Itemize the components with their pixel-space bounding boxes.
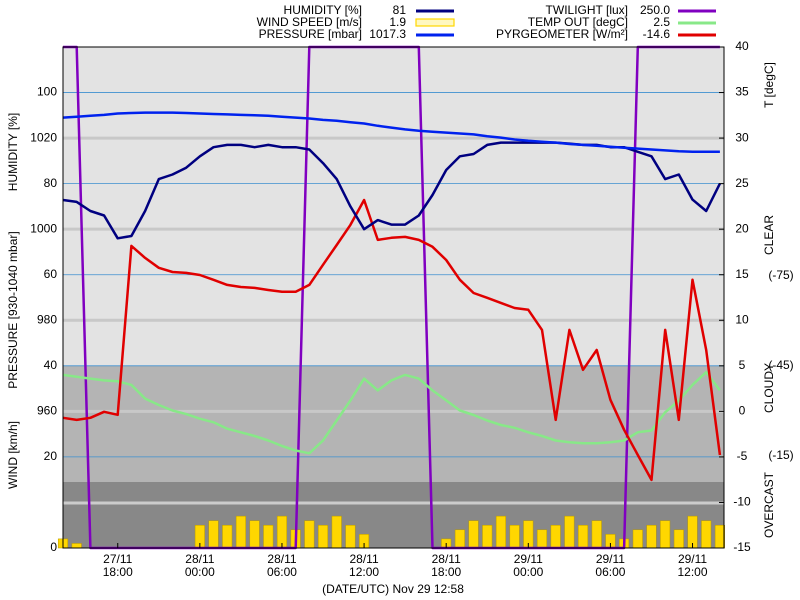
x-axis-title: (DATE/UTC) Nov 29 12:58	[322, 582, 464, 596]
x-tick-label: 28/11 18:00	[431, 552, 461, 579]
legend-label: PYRGEOMETER [W/m²]	[496, 27, 628, 41]
wind-bar	[632, 529, 643, 549]
legend-label: TWILIGHT [lux]	[546, 3, 628, 17]
wind-bar	[345, 524, 356, 549]
axes: 0 20 40 60 80 100 960 980 1000 1020 -15 -10 -5 0 5 10 15…	[30, 39, 793, 579]
y-tick-label: 0	[50, 540, 57, 554]
wind-bar	[564, 515, 575, 549]
y2-tick-label: -15	[733, 540, 751, 554]
wind-bar	[550, 524, 561, 549]
sky-annotation: CLOUDY	[762, 363, 776, 413]
legend-value: 81	[393, 3, 407, 17]
sky-annotation: CLEAR	[762, 215, 776, 255]
wind-bar	[646, 524, 657, 549]
wind-bar	[495, 515, 506, 549]
x-tick-label: 27/11 18:00	[103, 552, 133, 579]
wind-bar	[208, 520, 219, 549]
wind-axis-title: WIND [km/h]	[6, 421, 20, 489]
wind-bar	[222, 524, 233, 549]
y2-tick-label: 10	[735, 312, 749, 326]
pressure-tick-label: 1000	[30, 221, 57, 235]
sky-annotation: OVERCAST	[762, 471, 776, 538]
pressure-tick-label: 980	[37, 312, 57, 326]
humidity-axis-title: HUMIDITY [%]	[6, 113, 20, 191]
cloudy-band	[63, 366, 724, 482]
wind-bar	[701, 520, 712, 549]
y2-tick-label: 20	[735, 221, 749, 235]
wind-bar	[536, 529, 548, 549]
legend-value: 2.5	[653, 15, 670, 29]
x-tick-label: 28/11 12:00	[349, 552, 379, 579]
wind-bar	[235, 515, 246, 549]
wind-bar	[673, 529, 684, 549]
legend-label: PRESSURE [mbar]	[259, 27, 362, 41]
x-tick-label: 29/11 00:00	[513, 552, 543, 579]
legend-value: 1.9	[389, 15, 406, 29]
wind-bar	[509, 524, 520, 549]
clear-band	[63, 47, 724, 366]
y2-tick-label: 5	[739, 358, 746, 372]
wind-bar	[454, 529, 465, 549]
wind-bar	[249, 520, 260, 549]
legend-label: WIND SPEED [m/s]	[257, 15, 362, 29]
y2-tick-label: 30	[735, 130, 749, 144]
legend-label: TEMP OUT [degC]	[528, 15, 628, 29]
series-line	[62, 198, 722, 482]
wind-bar	[331, 515, 342, 549]
legend-swatch	[415, 18, 455, 27]
legend-value: -14.6	[643, 27, 671, 41]
pyrgeometer-tick-label: (-75)	[768, 268, 793, 282]
series-line	[62, 111, 720, 154]
y2-tick-label: 35	[735, 85, 749, 99]
y2-tick-label: -10	[733, 495, 751, 509]
y2-tick-label: 0	[739, 404, 746, 418]
y-tick-label: 80	[44, 176, 58, 190]
pressure-tick-label: 960	[37, 404, 57, 418]
temp-axis-title: T [degC]	[762, 62, 776, 108]
pyrgeometer-tick-label: (-15)	[768, 448, 793, 462]
wind-bar	[263, 524, 274, 549]
series-line	[62, 370, 721, 455]
wind-bar	[304, 520, 315, 549]
y-tick-label: 20	[44, 449, 58, 463]
grid	[63, 92, 724, 458]
legend-label: HUMIDITY [%]	[284, 3, 362, 17]
pressure-tick-label: 1020	[30, 130, 57, 144]
x-tick-label: 29/11 06:00	[595, 552, 625, 579]
y2-tick-label: 40	[735, 39, 749, 53]
wind-bar	[71, 543, 82, 549]
pyrgeometer-tick-label: (-45)	[768, 358, 793, 372]
pressure-axis-title: PRESSURE [930-1040 mbar]	[6, 231, 20, 388]
y2-tick-label: 15	[735, 267, 749, 281]
legend-value: 1017.3	[369, 27, 406, 41]
wind-bar	[482, 524, 493, 549]
y-tick-label: 40	[44, 358, 58, 372]
legend-value: 250.0	[640, 3, 670, 17]
y2-tick-label: -5	[737, 449, 748, 463]
legend: HUMIDITY [%] 81 WIND SPEED [m/s] 1.9 PRESSUR…	[257, 3, 716, 41]
x-tick-label: 28/11 00:00	[185, 552, 215, 579]
y2-tick-label: 25	[735, 176, 749, 190]
wind-bar	[468, 520, 479, 549]
y-tick-label: 100	[37, 85, 57, 99]
wind-bar	[578, 524, 589, 549]
wind-bar	[714, 524, 725, 549]
wind-bar	[660, 520, 671, 549]
y-tick-label: 60	[44, 267, 58, 281]
wind-bar	[317, 524, 329, 549]
plot-frame	[62, 46, 725, 549]
x-tick-label: 29/11 12:00	[678, 552, 708, 579]
x-tick-label: 28/11 06:00	[267, 552, 297, 579]
wind-bar	[591, 520, 602, 549]
